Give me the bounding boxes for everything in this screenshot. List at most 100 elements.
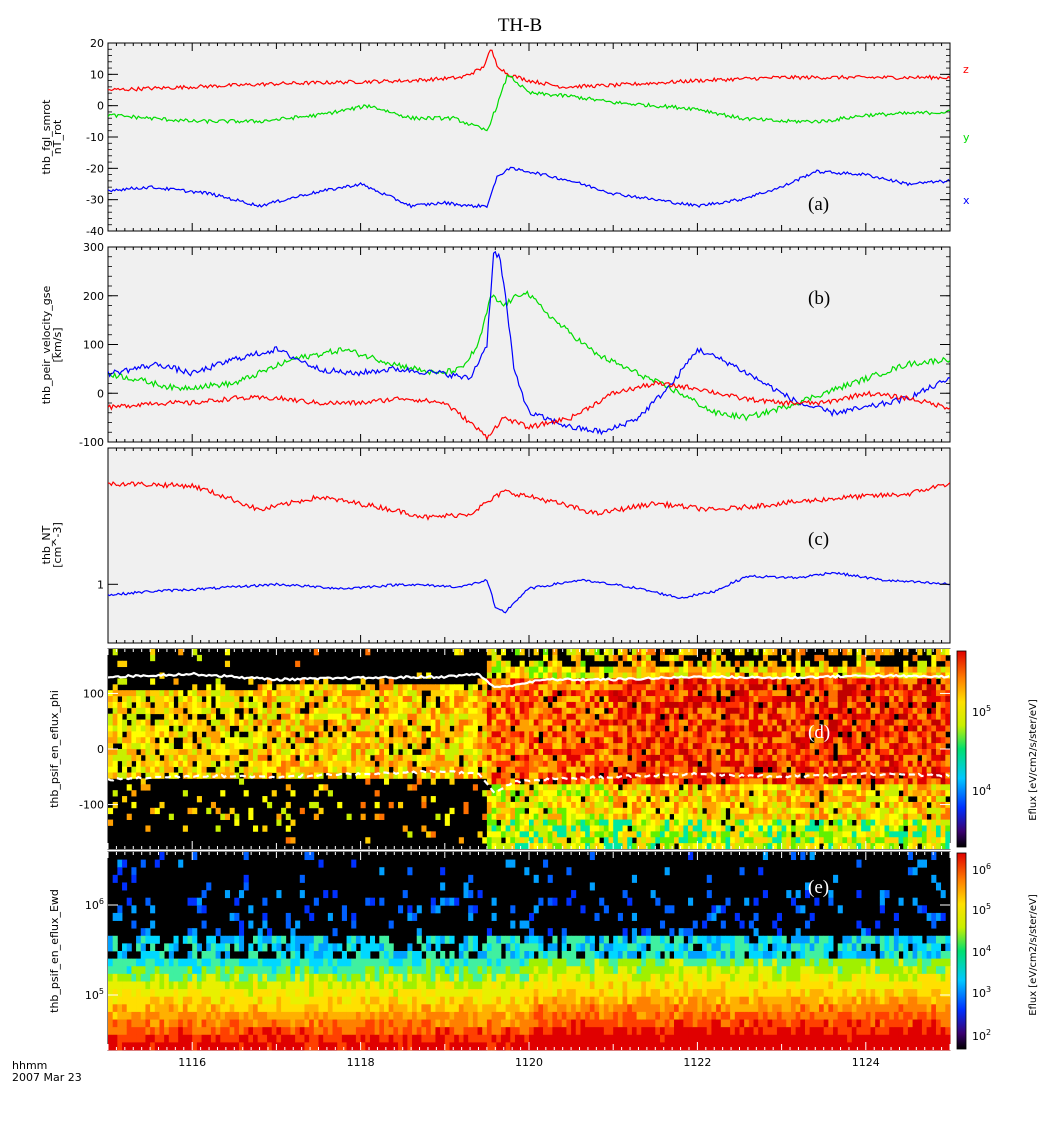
heatmap-d-cell (580, 778, 586, 785)
heatmap-d-cell (781, 760, 787, 768)
heatmap-d-cell (931, 843, 937, 849)
heatmap-e-cell (257, 981, 263, 990)
heatmap-d-cell (865, 766, 871, 773)
heatmap-d-cell (599, 684, 605, 691)
heatmap-d-cell (753, 707, 759, 715)
heatmap-d-cell (823, 784, 829, 791)
heatmap-d-cell (524, 819, 530, 826)
heatmap-d-cell (622, 819, 628, 826)
heatmap-d-cell (697, 754, 703, 762)
heatmap-e-cell (234, 935, 240, 944)
heatmap-d-cell (543, 790, 549, 797)
heatmap-d-cell (253, 701, 259, 709)
heatmap-d-cell (112, 737, 118, 744)
heatmap-e-cell (313, 996, 319, 1005)
heatmap-e-cell (281, 996, 287, 1005)
heatmap-d-cell (790, 801, 797, 809)
heatmap-d-cell (622, 749, 628, 756)
heatmap-d-cell (903, 719, 909, 726)
heatmap-d-cell (804, 825, 811, 832)
heatmap-d-cell (706, 766, 712, 773)
heatmap-d-cell (486, 701, 492, 709)
heatmap-d-cell (828, 737, 834, 744)
heatmap-d-cell (412, 713, 418, 720)
heatmap-d-cell (561, 772, 567, 779)
heatmap-d-cell (669, 696, 675, 703)
heatmap-d-cell (337, 754, 343, 762)
heatmap-d-cell (234, 754, 240, 762)
heatmap-d-cell (804, 749, 811, 756)
heatmap-d-cell (795, 660, 801, 668)
heatmap-d-cell (856, 743, 862, 750)
heatmap-d-cell (594, 778, 600, 785)
heatmap-d-cell (566, 719, 572, 726)
heatmap-d-cell (833, 725, 839, 732)
heatmap-d-cell (426, 684, 432, 691)
heatmap-d-cell (346, 754, 352, 762)
heatmap-d-cell (917, 807, 923, 815)
heatmap-d-cell (477, 696, 483, 703)
heatmap-d-cell (706, 701, 712, 709)
heatmap-d-cell (599, 766, 605, 773)
heatmap-d-cell (645, 707, 652, 715)
heatmap-e-cell (224, 1042, 231, 1051)
heatmap-d-cell (608, 737, 614, 744)
heatmap-d-cell (912, 813, 918, 820)
heatmap-e-cell (238, 1042, 245, 1051)
heatmap-d-cell (865, 660, 871, 668)
heatmap-d-cell (786, 696, 792, 703)
heatmap-d-cell (257, 731, 263, 738)
heatmap-d-cell (313, 760, 319, 768)
heatmap-d-cell (898, 796, 904, 803)
heatmap-d-cell (398, 743, 404, 750)
heatmap-d-cell (926, 684, 932, 691)
heatmap-e-cell (309, 912, 315, 921)
heatmap-d-cell (145, 737, 151, 744)
heatmap-e-cell (295, 1004, 301, 1013)
heatmap-d-cell (819, 684, 825, 691)
heatmap-d-cell (617, 807, 623, 815)
heatmap-d-cell (842, 690, 848, 697)
heatmap-e-cell (210, 943, 216, 952)
heatmap-d-cell (234, 690, 240, 697)
heatmap-d-cell (547, 672, 553, 679)
heatmap-d-cell (449, 731, 455, 738)
heatmap-d-cell (486, 760, 492, 768)
heatmap-d-cell (903, 731, 909, 738)
heatmap-d-cell (416, 772, 422, 779)
heatmap-d-cell (884, 807, 890, 815)
heatmap-e-cell (229, 1019, 235, 1028)
heatmap-d-cell (519, 813, 525, 820)
heatmap-d-cell (833, 737, 839, 744)
heatmap-d-cell (931, 713, 937, 720)
heatmap-d-cell (126, 731, 132, 738)
heatmap-d-cell (706, 690, 712, 697)
heatmap-d-cell (884, 731, 890, 738)
heatmap-d-cell (585, 719, 591, 726)
heatmap-d-cell (945, 701, 950, 709)
heatmap-d-cell (444, 749, 450, 756)
heatmap-e-cell (309, 1019, 315, 1028)
heatmap-d-cell (861, 654, 867, 662)
heatmap-d-cell (449, 760, 455, 768)
heatmap-d-cell (519, 725, 525, 732)
heatmap-d-cell (627, 678, 633, 685)
heatmap-d-cell (196, 696, 202, 703)
heatmap-d-cell (659, 707, 666, 715)
heatmap-d-cell (935, 731, 942, 738)
heatmap-d-cell (196, 760, 202, 768)
heatmap-d-cell (758, 719, 764, 726)
heatmap-d-cell (267, 737, 273, 744)
heatmap-d-cell (847, 784, 853, 791)
heatmap-d-cell (716, 825, 722, 832)
heatmap-d-cell (463, 801, 469, 809)
heatmap-d-cell (122, 749, 128, 756)
heatmap-d-cell (898, 678, 904, 685)
heatmap-d-cell (145, 713, 151, 720)
heatmap-d-cell (912, 784, 918, 791)
heatmap-d-cell (711, 825, 717, 832)
heatmap-d-cell (744, 813, 750, 820)
heatmap-d-cell (758, 784, 764, 791)
heatmap-d-cell (482, 725, 488, 732)
heatmap-d-cell (580, 713, 586, 720)
